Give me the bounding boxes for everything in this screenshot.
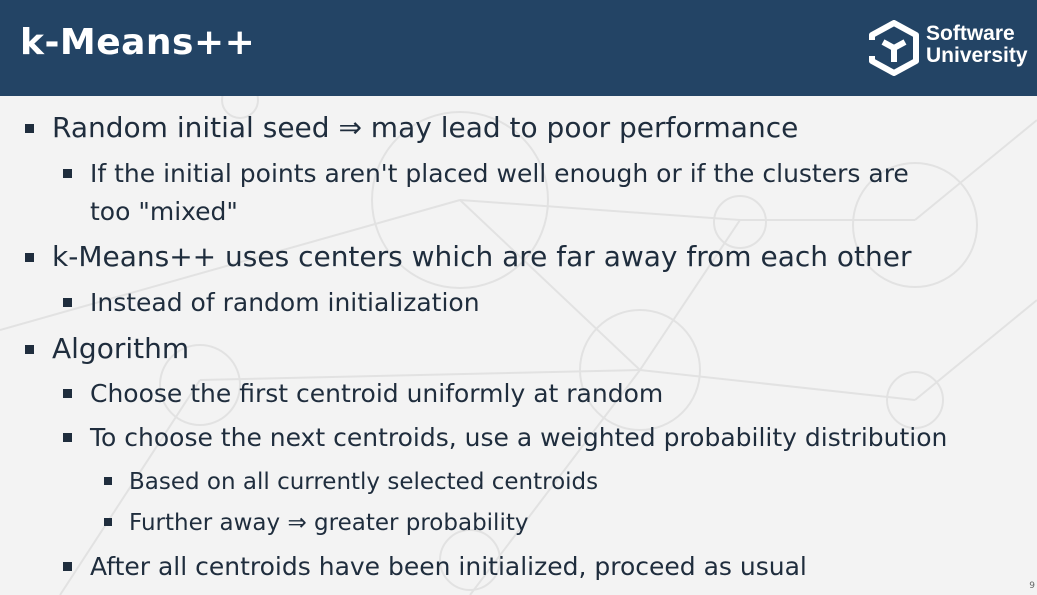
bullet-continuation: too "mixed" [90, 193, 238, 231]
logo-line-2: University [926, 44, 1028, 67]
square-bullet-icon [25, 253, 34, 262]
square-bullet-icon [63, 389, 72, 398]
square-bullet-icon [25, 345, 34, 354]
logo-line-1: Software [926, 22, 1015, 45]
square-bullet-icon [25, 124, 34, 133]
bullet-text: too "mixed" [90, 197, 238, 226]
bullet-text: Instead of random initialization [90, 288, 480, 317]
bullet-text: Algorithm [52, 332, 190, 365]
bullet-text: After all centroids have been initialize… [90, 552, 807, 581]
bullet-item: Choose the first centroid uniformly at r… [63, 375, 664, 413]
page-number: 9 [1029, 581, 1035, 591]
bullet-text: Choose the first centroid uniformly at r… [90, 379, 664, 408]
square-bullet-icon [63, 433, 72, 442]
square-bullet-icon [63, 298, 72, 307]
slide-content: Random initial seed ⇒ may lead to poor p… [0, 96, 1037, 595]
square-bullet-icon [104, 477, 112, 485]
logo-text: Software University [926, 23, 1028, 67]
logo-mark-icon [868, 20, 919, 76]
bullet-text: To choose the next centroids, use a weig… [90, 423, 948, 452]
bullet-text: Further away ⇒ greater probability [129, 510, 529, 536]
bullet-item: To choose the next centroids, use a weig… [63, 419, 948, 457]
slide-title: k-Means++ [20, 22, 256, 63]
bullet-item: Instead of random initialization [63, 284, 480, 322]
bullet-text: k-Means++ uses centers which are far awa… [52, 240, 912, 273]
slide-header: k-Means++ Software University [0, 0, 1037, 96]
bullet-text: If the initial points aren't placed well… [90, 159, 909, 188]
bullet-item: If the initial points aren't placed well… [63, 155, 909, 193]
square-bullet-icon [104, 518, 112, 526]
bullet-text: Based on all currently selected centroid… [129, 469, 599, 495]
square-bullet-icon [63, 169, 72, 178]
square-bullet-icon [63, 562, 72, 571]
bullet-text: Random initial seed ⇒ may lead to poor p… [52, 111, 799, 144]
bullet-item: k-Means++ uses centers which are far awa… [25, 238, 912, 276]
bullet-item: After all centroids have been initialize… [63, 548, 807, 586]
bullet-item: Further away ⇒ greater probability [104, 504, 529, 542]
bullet-item: Based on all currently selected centroid… [104, 463, 599, 501]
software-university-logo: Software University [866, 20, 1036, 76]
bullet-item: Algorithm [25, 330, 190, 368]
bullet-item: Random initial seed ⇒ may lead to poor p… [25, 109, 799, 147]
